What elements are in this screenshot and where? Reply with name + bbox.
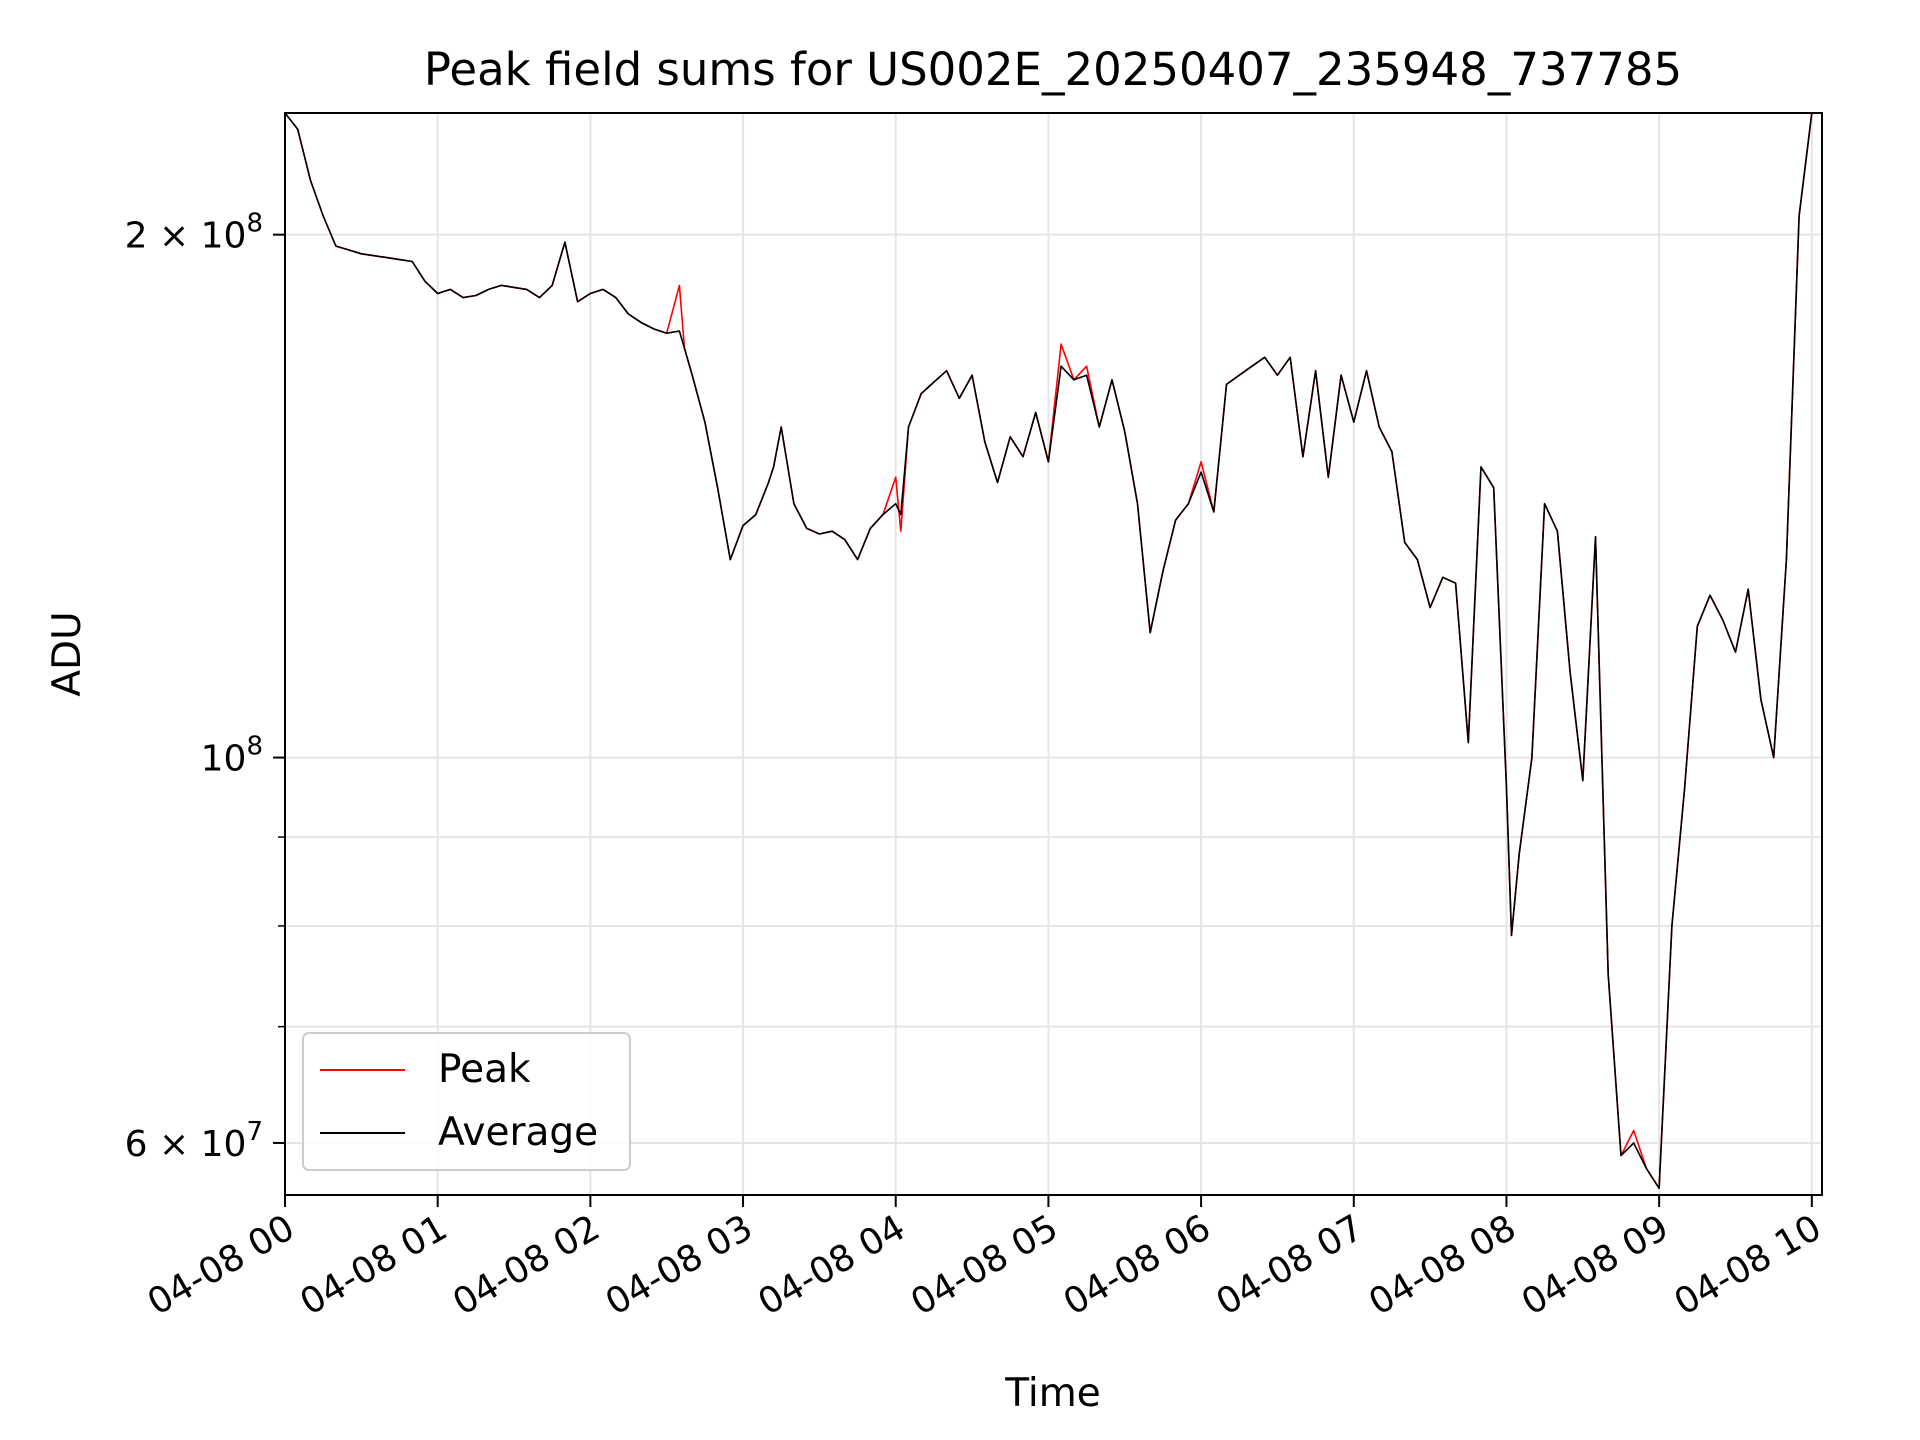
y-tick-mantissa: 6 × xyxy=(125,1124,201,1165)
y-tick-base: 10 xyxy=(201,739,247,780)
legend-label-peak: Peak xyxy=(438,1047,531,1092)
y-tick-base: 10 xyxy=(201,216,247,257)
legend-label-average: Average xyxy=(438,1110,598,1155)
y-tick-exponent: 8 xyxy=(246,732,263,762)
y-tick-label: 108 xyxy=(201,732,263,780)
y-tick-base: 10 xyxy=(201,1124,247,1165)
average-series-line xyxy=(285,113,1813,1190)
legend: Peak Average xyxy=(302,1032,631,1171)
y-tick-exponent: 7 xyxy=(246,1117,263,1147)
legend-box xyxy=(302,1032,631,1171)
y-axis-label: ADU xyxy=(45,611,90,696)
y-tick-exponent: 8 xyxy=(246,209,263,239)
y-tick-label: 2 × 108 xyxy=(125,209,263,257)
x-axis-label: Time xyxy=(1004,1371,1100,1416)
y-tick-mantissa: 2 × xyxy=(125,216,201,257)
plot-area-frame xyxy=(284,112,1823,1196)
chart-title: Peak field sums for US002E_20250407_2359… xyxy=(424,43,1682,96)
series-layer xyxy=(285,113,1813,1190)
y-tick-label: 6 × 107 xyxy=(125,1117,263,1165)
